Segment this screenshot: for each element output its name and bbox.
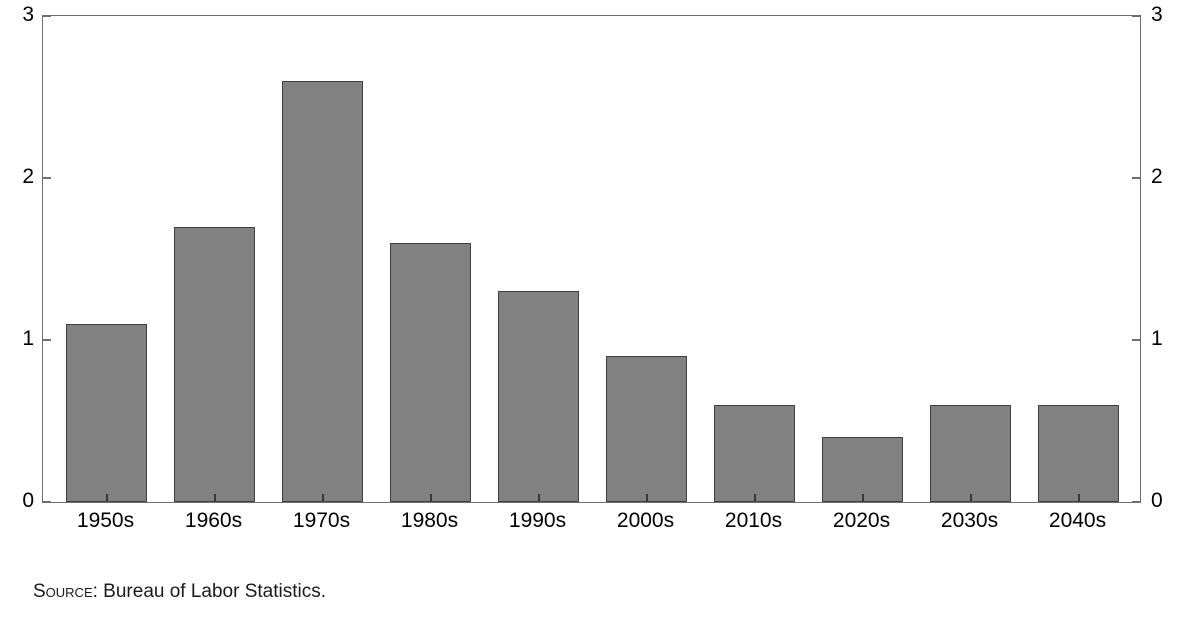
bar-2010s: [714, 404, 795, 502]
x-tick-1960s: [213, 494, 216, 502]
bar-1960s: [174, 226, 255, 502]
bar-2000s: [606, 356, 687, 502]
x-axis-label-1950s: 1950s: [76, 509, 135, 532]
x-axis-label-2020s: 2020s: [832, 509, 891, 532]
bar-slot-1950s: [66, 16, 147, 502]
bar-2030s: [930, 404, 1011, 502]
y-axis-label-left-3: 3: [22, 3, 34, 26]
source-note-label: Source:: [33, 581, 98, 602]
bar-slot-1970s: [282, 16, 363, 502]
x-axis-label-2010s: 2010s: [724, 509, 783, 532]
x-axis-label-2000s: 2000s: [616, 509, 675, 532]
y-axis-label-right-0: 0: [1151, 489, 1163, 512]
bar-slot-1980s: [390, 16, 471, 502]
bar-slot-2040s: [1038, 16, 1119, 502]
x-tick-1950s: [105, 494, 108, 502]
y-tick-right-0: [1132, 501, 1140, 503]
bar-2040s: [1038, 404, 1119, 502]
bar-slot-1960s: [174, 16, 255, 502]
source-note: Source: Bureau of Labor Statistics.: [33, 581, 326, 603]
bar-slot-2010s: [714, 16, 795, 502]
y-tick-left-1: [43, 339, 51, 341]
plot-area: [42, 15, 1141, 503]
bar-slot-2000s: [606, 16, 687, 502]
x-tick-1980s: [429, 494, 432, 502]
bars-row: [43, 16, 1140, 502]
y-tick-left-2: [43, 177, 51, 179]
y-axis-label-right-2: 2: [1151, 165, 1163, 188]
source-note-text: Bureau of Labor Statistics.: [97, 581, 327, 602]
x-axis-labels: 1950s 1960s 1970s 1980s 1990s 2000s 2010s 2020s…: [42, 509, 1139, 533]
bar-1980s: [390, 242, 471, 502]
bar-slot-1990s: [498, 16, 579, 502]
x-axis-label-1980s: 1980s: [400, 509, 459, 532]
bar-2020s: [822, 437, 903, 502]
bar-slot-2020s: [822, 16, 903, 502]
x-axis-label-2040s: 2040s: [1048, 509, 1107, 532]
bar-1990s: [498, 291, 579, 502]
y-axis-label-left-1: 1: [22, 327, 34, 350]
x-tick-1990s: [537, 494, 540, 502]
x-tick-1970s: [321, 494, 324, 502]
x-axis-label-1960s: 1960s: [184, 509, 243, 532]
y-tick-left-3: [43, 15, 51, 17]
y-axis-label-left-0: 0: [22, 489, 34, 512]
x-tick-2040s: [1077, 494, 1080, 502]
x-tick-2000s: [645, 494, 648, 502]
x-axis-label-1970s: 1970s: [292, 509, 351, 532]
y-tick-right-3: [1132, 15, 1140, 17]
y-axis-label-right-3: 3: [1151, 3, 1163, 26]
x-tick-2010s: [753, 494, 756, 502]
x-axis-label-1990s: 1990s: [508, 509, 567, 532]
y-axis-label-left-2: 2: [22, 165, 34, 188]
x-tick-2020s: [861, 494, 864, 502]
bar-1970s: [282, 80, 363, 502]
x-tick-2030s: [969, 494, 972, 502]
y-tick-left-0: [43, 501, 51, 503]
y-axis-label-right-1: 1: [1151, 327, 1163, 350]
bar-1950s: [66, 323, 147, 502]
y-tick-right-1: [1132, 339, 1140, 341]
y-tick-right-2: [1132, 177, 1140, 179]
bar-slot-2030s: [930, 16, 1011, 502]
x-axis-label-2030s: 2030s: [940, 509, 999, 532]
